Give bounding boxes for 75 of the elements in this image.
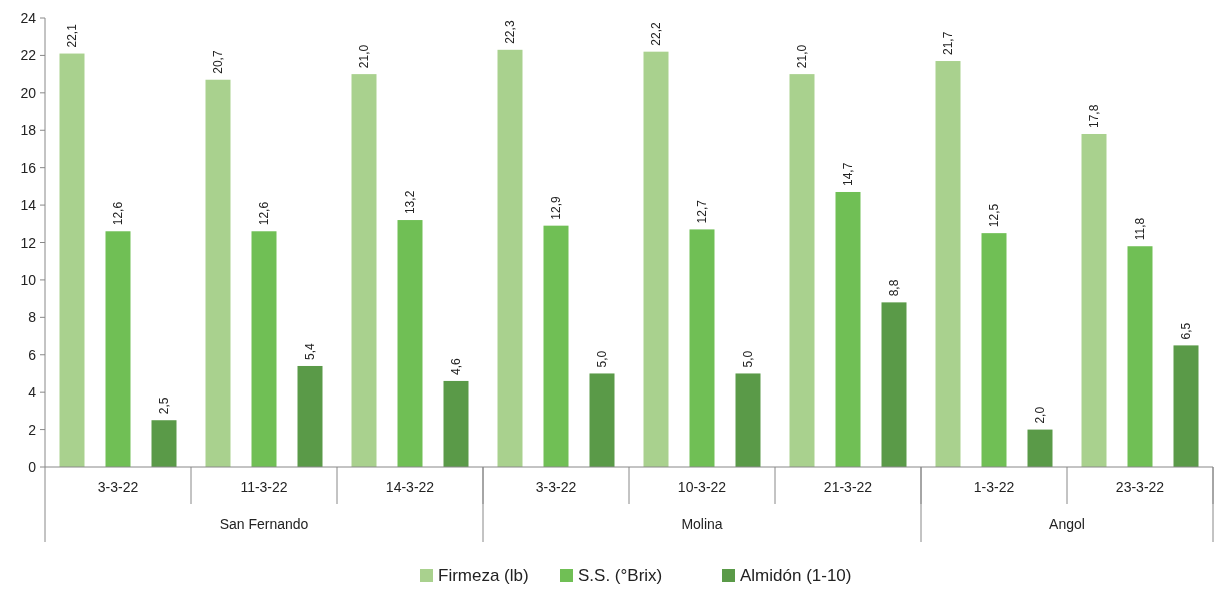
bar xyxy=(1173,345,1199,467)
text: Angol xyxy=(1049,516,1085,532)
bar xyxy=(981,233,1007,467)
data-label: 2,0 xyxy=(1033,406,1047,424)
bar xyxy=(297,365,323,467)
data-label: 22,3 xyxy=(503,20,517,44)
x-tick-label: 11-3-22 xyxy=(240,479,288,495)
x-tick-label: 14-3-22 xyxy=(385,479,435,495)
x-tick-label: 3-3-22 xyxy=(97,479,139,495)
data-label: 22,2 xyxy=(649,21,663,46)
bar xyxy=(835,191,861,467)
text: San Fernando xyxy=(219,516,309,532)
bar xyxy=(643,51,669,467)
bar xyxy=(935,61,961,467)
data-label: 12,6 xyxy=(257,201,271,226)
data-label: 13,2 xyxy=(403,190,417,215)
data-label: 11,8 xyxy=(1133,217,1147,241)
y-tick-label: 0 xyxy=(28,459,37,475)
y-tick-label: 20 xyxy=(20,84,37,101)
x-tick-label: 10-3-22 xyxy=(677,479,727,495)
bar xyxy=(251,231,277,467)
bar xyxy=(589,373,615,467)
y-tick-label: 8 xyxy=(28,309,37,326)
legend-label: Almidón (1-10) xyxy=(740,566,852,585)
data-label: 14,7 xyxy=(841,162,855,186)
bar xyxy=(1027,429,1053,467)
x-tick-label: 23-3-22 xyxy=(1115,479,1165,495)
bar xyxy=(351,74,377,467)
y-tick-label: 2 xyxy=(28,421,37,438)
y-tick-label: 14 xyxy=(20,197,37,214)
data-label: 21,0 xyxy=(795,44,809,69)
bar xyxy=(689,229,715,467)
data-label: 2,5 xyxy=(157,397,171,415)
y-tick-label: 18 xyxy=(20,122,37,139)
y-tick-label: 10 xyxy=(20,271,37,288)
bar xyxy=(59,53,85,467)
data-label: 22,1 xyxy=(65,23,79,48)
bar xyxy=(205,79,231,467)
x-tick-label: 1-3-22 xyxy=(973,479,1015,495)
x-tick-label: 3-3-22 xyxy=(535,479,577,495)
data-label: 21,7 xyxy=(941,31,955,56)
y-tick-label: 6 xyxy=(28,346,37,363)
data-label: 4,6 xyxy=(449,357,463,375)
bar xyxy=(1127,246,1153,467)
bar xyxy=(881,302,907,467)
data-label: 12,6 xyxy=(111,201,125,226)
bar xyxy=(735,373,761,467)
bar xyxy=(105,231,131,467)
data-label: 8,8 xyxy=(887,279,901,297)
y-tick-label: 4 xyxy=(28,384,37,401)
legend-label: Firmeza (lb) xyxy=(438,566,529,585)
data-label: 5,0 xyxy=(741,350,755,368)
data-label: 12,5 xyxy=(987,203,1001,228)
legend-label: S.S. (°Brix) xyxy=(578,566,663,585)
y-tick-label: 16 xyxy=(20,159,37,176)
y-tick-label: 24 xyxy=(20,10,37,26)
data-label: 6,5 xyxy=(1179,322,1193,340)
data-label: 5,0 xyxy=(595,350,609,368)
bar xyxy=(443,380,469,467)
x-tick-label: 21-3-22 xyxy=(823,479,873,495)
bar xyxy=(151,420,177,467)
text: Molina xyxy=(681,516,723,532)
bar xyxy=(543,225,569,467)
data-label: 17,8 xyxy=(1087,104,1101,128)
data-label: 21,0 xyxy=(357,44,371,69)
data-label: 12,7 xyxy=(695,199,709,224)
data-label: 5,4 xyxy=(303,342,317,360)
bar xyxy=(397,220,423,467)
bar xyxy=(1081,133,1107,467)
data-label: 12,9 xyxy=(549,195,563,220)
data-label: 20,7 xyxy=(211,50,225,74)
bar xyxy=(497,49,523,467)
y-tick-label: 22 xyxy=(20,47,37,64)
y-tick-label: 12 xyxy=(20,234,37,251)
bar xyxy=(789,74,815,467)
